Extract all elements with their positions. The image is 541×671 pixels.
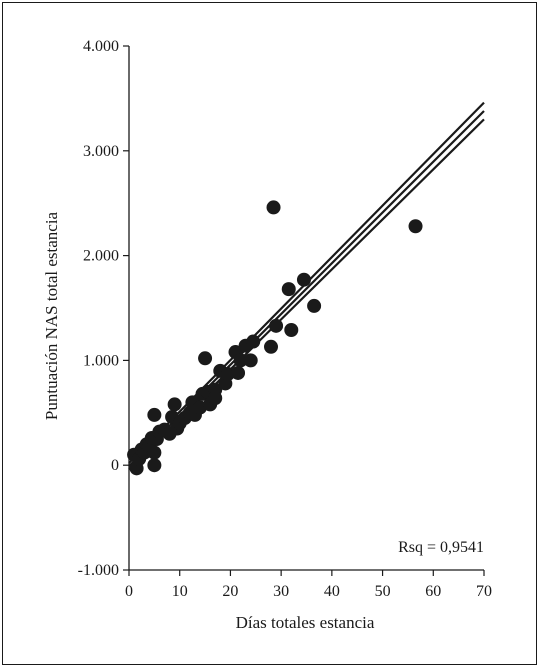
ticks: -1.000 0 1.000 2.000 3.000 4.000 0 10 20 30 40 50 60…	[78, 38, 492, 600]
x-tick-label: 0	[125, 583, 133, 600]
data-points	[127, 200, 423, 476]
y-axis-title: Puntuación NAS total estancia	[42, 211, 61, 420]
data-point	[281, 282, 296, 297]
data-point	[264, 339, 278, 354]
y-tick-label: -1.000	[78, 562, 119, 579]
y-tick-label: 1.000	[83, 352, 119, 369]
data-point	[147, 407, 162, 422]
x-tick-label: 50	[375, 583, 391, 600]
data-point	[307, 298, 322, 313]
x-tick-label: 30	[273, 583, 289, 600]
y-tick-label: 3.000	[83, 143, 119, 160]
data-point	[269, 318, 284, 333]
x-tick-label: 70	[476, 583, 492, 600]
data-point	[246, 334, 261, 349]
r-squared-annotation: Rsq = 0,9541	[398, 539, 484, 556]
data-point	[231, 365, 246, 380]
data-point	[243, 353, 258, 368]
x-tick-label: 10	[172, 583, 188, 600]
data-point	[198, 351, 213, 366]
data-point	[233, 353, 248, 368]
x-axis-title: Días totales estancia	[236, 613, 375, 632]
data-point	[167, 397, 182, 412]
y-tick-label: 0	[111, 457, 119, 474]
data-point	[266, 200, 281, 215]
data-point	[284, 323, 299, 338]
data-point	[408, 219, 423, 234]
x-tick-label: 60	[425, 583, 441, 600]
data-point	[147, 445, 162, 460]
data-point	[220, 367, 235, 382]
axes	[128, 46, 484, 571]
y-tick-label: 2.000	[83, 248, 119, 265]
x-tick-label: 20	[222, 583, 238, 600]
y-tick-label: 4.000	[83, 38, 119, 55]
data-point	[208, 391, 223, 406]
figure-frame	[2, 2, 537, 665]
data-point	[147, 458, 162, 473]
x-tick-label: 40	[324, 583, 340, 600]
data-point	[296, 272, 311, 287]
